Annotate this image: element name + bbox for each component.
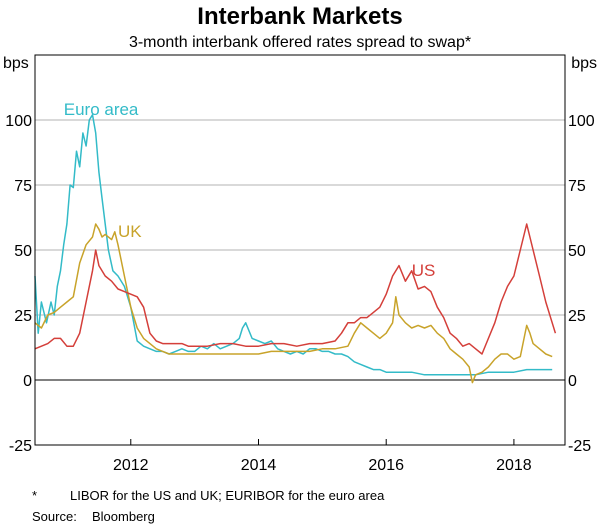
y-tick-label-left: 0 (23, 373, 32, 390)
source-label: Source: (32, 509, 77, 524)
y-axis-left-unit: bps (3, 55, 29, 72)
series-line-us (34, 223, 557, 355)
x-axis: 2012 2014 2016 2018 (113, 457, 532, 474)
y-tick-label-right: 100 (568, 113, 595, 130)
y-tick-label-right: 50 (568, 243, 586, 260)
chart-title: Interbank Markets (197, 3, 402, 30)
y-tick-label-left: 100 (5, 113, 32, 130)
x-tick-label: 2014 (241, 457, 277, 474)
y-axis-left: -25 0 25 50 75 100 (5, 113, 32, 455)
footnote: LIBOR for the US and UK; EURIBOR for the… (70, 488, 385, 503)
y-tick-label-left: -25 (9, 438, 32, 455)
x-tick-marks (130, 439, 515, 445)
y-axis-right-unit: bps (571, 55, 597, 72)
x-tick-label: 2018 (496, 457, 532, 474)
series-lines (34, 114, 557, 384)
series-label-euro-area: Euro area (64, 100, 139, 119)
y-tick-label-left: 25 (14, 308, 32, 325)
gridlines (35, 119, 565, 381)
x-tick-label: 2012 (113, 457, 149, 474)
y-tick-label-left: 75 (14, 178, 32, 195)
x-tick-label: 2016 (368, 457, 404, 474)
series-label-uk: UK (118, 222, 142, 241)
series-label-us: US (412, 261, 436, 280)
series-line-euro-area (34, 114, 553, 376)
y-tick-label-left: 50 (14, 243, 32, 260)
chart-subtitle: 3-month interbank offered rates spread t… (129, 34, 471, 51)
footnote-marker: * (32, 488, 37, 503)
source: Bloomberg (92, 509, 155, 524)
y-tick-label-right: 0 (568, 373, 577, 390)
y-tick-label-right: 75 (568, 178, 586, 195)
series-labels: Euro area UK US (64, 100, 436, 280)
y-tick-label-right: 25 (568, 308, 586, 325)
series-line-uk (34, 223, 553, 384)
y-tick-label-right: -25 (568, 438, 591, 455)
y-axis-right: -25 0 25 50 75 100 (568, 113, 595, 455)
plot-frame (34, 54, 566, 446)
